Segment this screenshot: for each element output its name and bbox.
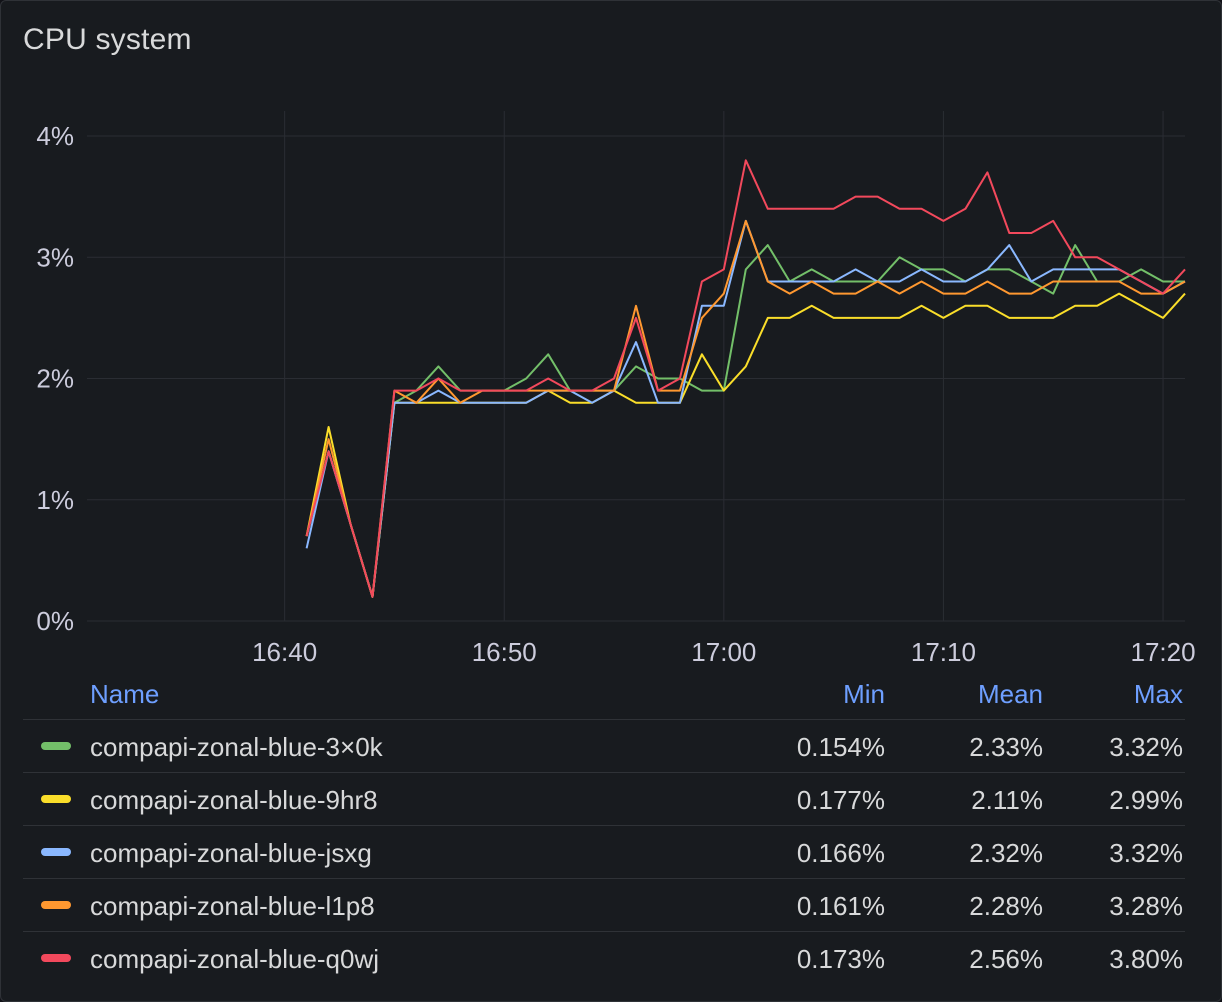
series-color-swatch — [41, 848, 71, 856]
legend-header-min[interactable]: Min — [843, 679, 885, 709]
legend-series-name[interactable]: compapi-zonal-blue-q0wj — [90, 944, 380, 974]
legend-mean-value: 2.56% — [969, 944, 1043, 974]
panel-title[interactable]: CPU system — [23, 23, 192, 56]
legend-max-value: 2.99% — [1109, 785, 1183, 815]
legend-header-name[interactable]: Name — [90, 679, 160, 709]
legend-row[interactable]: compapi-zonal-blue-l1p8 0.161% 2.28% 3.28% — [23, 879, 1185, 932]
legend-min-value: 0.161% — [796, 891, 885, 921]
y-tick-label: 4% — [36, 121, 74, 151]
series-color-swatch — [41, 901, 71, 909]
series-line-compapi-zonal-blue-l1p8[interactable] — [305, 219, 1186, 598]
legend-mean-value: 2.28% — [969, 891, 1043, 921]
legend-series-name[interactable]: compapi-zonal-blue-jsxg — [90, 838, 372, 868]
legend-max-value: 3.28% — [1109, 891, 1183, 921]
cpu-system-chart[interactable]: 0% 1% 2% 3% 4% 16:40 16:50 17:00 17:10 17:20 — [1, 1, 1221, 681]
legend-max-value: 3.32% — [1109, 732, 1183, 762]
legend-max-value: 3.32% — [1109, 838, 1183, 868]
y-axis: 0% 1% 2% 3% 4% — [36, 121, 74, 636]
y-tick-label: 3% — [36, 242, 74, 272]
legend-header-max[interactable]: Max — [1133, 679, 1183, 709]
legend-row[interactable]: compapi-zonal-blue-3×0k 0.154% 2.33% 3.32% — [23, 720, 1185, 773]
x-tick-label: 16:50 — [472, 637, 537, 667]
series-lines — [305, 159, 1186, 598]
legend-series-name[interactable]: compapi-zonal-blue-l1p8 — [90, 891, 375, 921]
legend-series-name[interactable]: compapi-zonal-blue-3×0k — [90, 732, 383, 762]
series-color-swatch — [41, 742, 71, 750]
chart-grid — [87, 111, 1185, 622]
legend-mean-value: 2.32% — [969, 838, 1043, 868]
legend-header-mean[interactable]: Mean — [977, 679, 1043, 709]
legend-max-value: 3.80% — [1109, 944, 1183, 974]
legend-min-value: 0.154% — [796, 732, 885, 762]
legend-header: Name Min Mean Max — [23, 673, 1185, 720]
legend-series-name[interactable]: compapi-zonal-blue-9hr8 — [90, 785, 378, 815]
legend-min-value: 0.173% — [796, 944, 885, 974]
x-tick-label: 17:10 — [911, 637, 976, 667]
series-line-compapi-zonal-blue-3×0k[interactable] — [305, 244, 1185, 598]
legend-min-value: 0.166% — [796, 838, 885, 868]
y-tick-label: 2% — [36, 364, 74, 394]
legend-table: Name Min Mean Max compapi-zonal-blue-3×0… — [23, 673, 1185, 984]
series-line-compapi-zonal-blue-q0wj[interactable] — [305, 159, 1186, 598]
legend-row[interactable]: compapi-zonal-blue-q0wj 0.173% 2.56% 3.80% — [23, 932, 1185, 984]
legend-row[interactable]: compapi-zonal-blue-9hr8 0.177% 2.11% 2.99% — [23, 773, 1185, 826]
series-line-compapi-zonal-blue-9hr8[interactable] — [305, 292, 1186, 598]
series-line-compapi-zonal-blue-jsxg[interactable] — [305, 219, 1186, 598]
legend-row[interactable]: compapi-zonal-blue-jsxg 0.166% 2.32% 3.32% — [23, 826, 1185, 879]
legend-mean-value: 2.33% — [969, 732, 1043, 762]
x-tick-label: 17:20 — [1131, 637, 1196, 667]
y-tick-label: 0% — [36, 606, 74, 636]
y-tick-label: 1% — [36, 485, 74, 515]
x-tick-label: 16:40 — [252, 637, 317, 667]
legend-rows: compapi-zonal-blue-3×0k 0.154% 2.33% 3.32% c… — [23, 720, 1185, 984]
x-axis: 16:40 16:50 17:00 17:10 17:20 — [252, 637, 1195, 667]
legend-min-value: 0.177% — [796, 785, 885, 815]
series-color-swatch — [41, 954, 71, 962]
series-color-swatch — [41, 795, 71, 803]
legend-mean-value: 2.11% — [971, 785, 1043, 815]
x-tick-label: 17:00 — [691, 637, 756, 667]
